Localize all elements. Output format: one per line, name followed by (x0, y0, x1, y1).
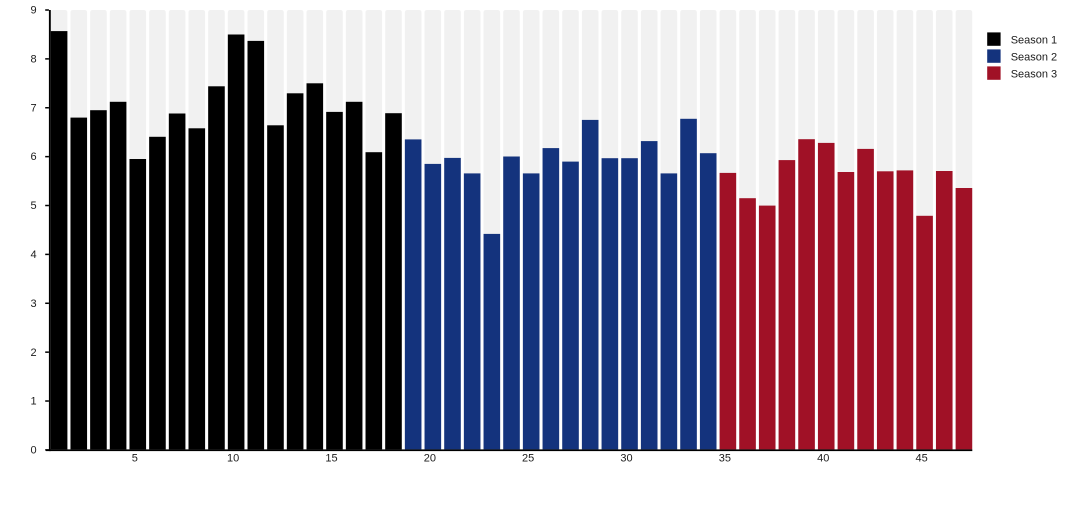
svg-text:Season 3: Season 3 (1011, 68, 1057, 80)
svg-text:Season 1: Season 1 (1011, 34, 1057, 46)
svg-text:40: 40 (817, 452, 829, 464)
svg-text:45: 45 (915, 452, 927, 464)
svg-text:9: 9 (30, 5, 36, 17)
svg-text:0: 0 (30, 445, 36, 457)
svg-text:2: 2 (30, 347, 36, 359)
svg-text:4: 4 (30, 249, 36, 261)
svg-text:35: 35 (719, 452, 731, 464)
svg-text:25: 25 (522, 452, 534, 464)
svg-text:10: 10 (227, 452, 239, 464)
svg-text:20: 20 (424, 452, 436, 464)
svg-text:3: 3 (30, 298, 36, 310)
svg-text:Season 2: Season 2 (1011, 51, 1057, 63)
svg-text:1: 1 (30, 396, 36, 408)
svg-text:5: 5 (30, 200, 36, 212)
svg-text:8: 8 (30, 53, 36, 65)
svg-text:15: 15 (325, 452, 337, 464)
svg-text:30: 30 (620, 452, 632, 464)
svg-text:6: 6 (30, 151, 36, 163)
svg-text:7: 7 (30, 102, 36, 114)
svg-text:5: 5 (132, 452, 138, 464)
